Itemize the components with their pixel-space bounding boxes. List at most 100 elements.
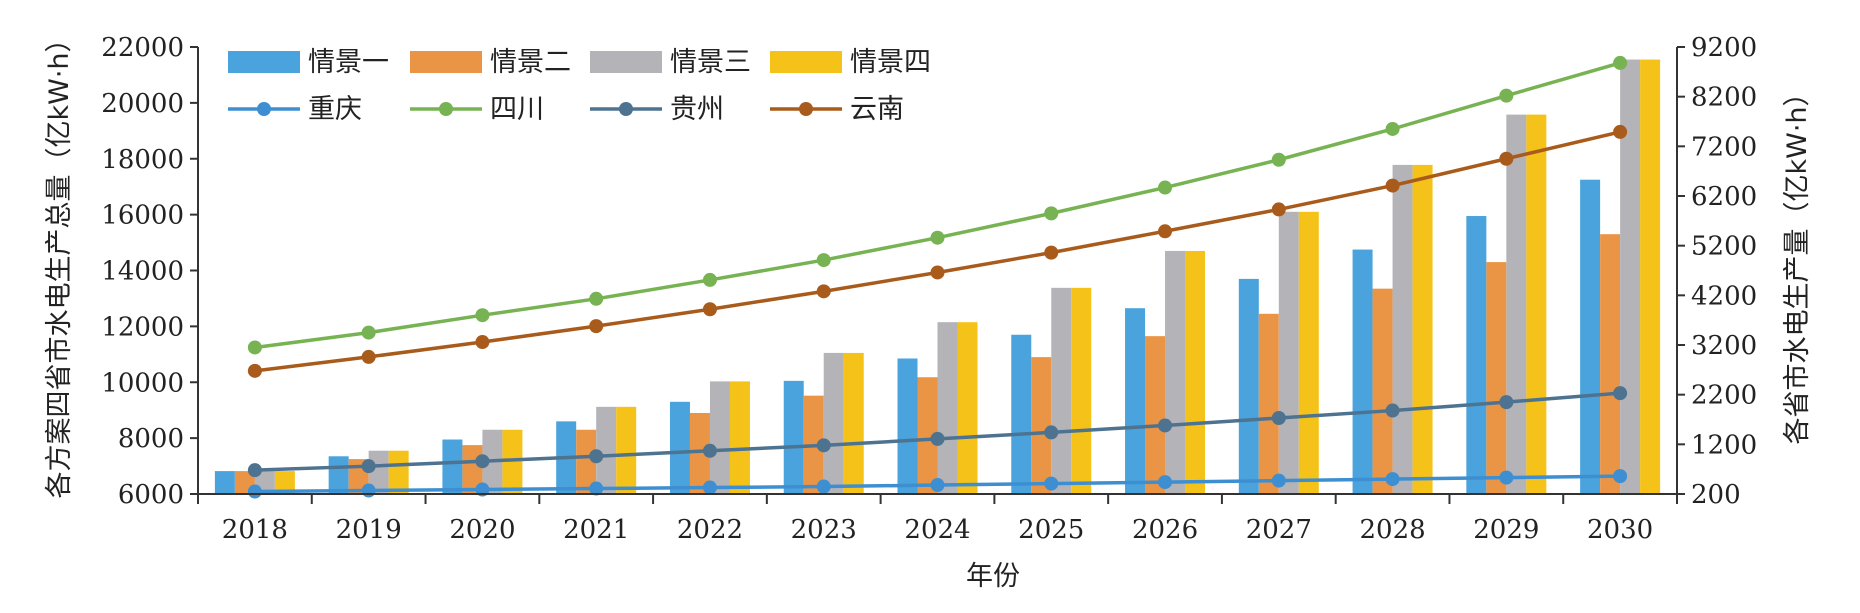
point-贵州-2030 [1613, 386, 1628, 401]
left-y-tick-label-20000: 20000 [101, 89, 184, 119]
bar-情景一-2023 [783, 380, 804, 494]
point-贵州-2022 [702, 443, 717, 458]
x-tick-label-2020: 2020 [449, 515, 515, 545]
bar-情景一-2027 [1238, 278, 1259, 494]
bar-情景四-2027 [1298, 211, 1319, 495]
right-y-axis-title: 各省市水电生产量（亿kW·h） [1782, 79, 1813, 444]
point-四川-2023 [816, 253, 831, 268]
point-贵州-2021 [589, 449, 604, 464]
legend-marker-重庆 [257, 102, 271, 116]
point-云南-2028 [1385, 178, 1400, 193]
bar-情景四-2021 [616, 406, 637, 494]
bar-情景四-2029 [1526, 114, 1547, 494]
bar-情景四-2025 [1071, 287, 1092, 494]
bar-情景二-2021 [576, 429, 597, 494]
point-贵州-2028 [1385, 403, 1400, 418]
point-重庆-2029 [1499, 470, 1514, 485]
legend-label-情景三: 情景三 [670, 47, 751, 78]
legend-label-云南: 云南 [850, 94, 904, 125]
bar-情景三-2028 [1392, 164, 1413, 495]
point-云南-2021 [589, 319, 604, 334]
bar-情景一-2026 [1125, 308, 1146, 494]
bar-情景一-2020 [442, 439, 463, 494]
point-四川-2025 [1044, 206, 1059, 221]
right-y-tick-label-3200: 3200 [1691, 331, 1757, 361]
point-四川-2020 [475, 308, 490, 323]
point-重庆-2018 [247, 484, 262, 499]
bar-情景二-2024 [917, 377, 938, 494]
legend-label-四川: 四川 [490, 94, 544, 125]
left-y-tick-label-10000: 10000 [101, 368, 184, 398]
bar-情景一-2030 [1580, 179, 1601, 494]
legend-label-重庆: 重庆 [308, 94, 362, 125]
point-贵州-2019 [361, 459, 376, 474]
left-y-tick-label-18000: 18000 [101, 145, 184, 175]
legend-label-情景四: 情景四 [850, 47, 931, 78]
bar-情景四-2030 [1640, 59, 1661, 495]
lines-layer [247, 55, 1628, 499]
point-云南-2018 [247, 363, 262, 378]
point-贵州-2023 [816, 438, 831, 453]
x-tick-label-2025: 2025 [1018, 515, 1084, 545]
right-y-tick-label-200: 200 [1691, 480, 1741, 510]
point-云南-2029 [1499, 151, 1514, 166]
right-y-tick-label-1200: 1200 [1691, 430, 1757, 460]
point-四川-2027 [1271, 152, 1286, 167]
right-y-tick-label-8200: 8200 [1691, 83, 1757, 113]
point-重庆-2023 [816, 479, 831, 494]
point-重庆-2024 [930, 478, 945, 493]
bar-情景四-2022 [729, 381, 750, 494]
bar-情景二-2027 [1258, 313, 1279, 494]
legend-marker-四川 [439, 102, 453, 116]
point-重庆-2019 [361, 483, 376, 498]
left-y-tick-label-14000: 14000 [101, 257, 184, 287]
x-tick-label-2021: 2021 [563, 515, 629, 545]
x-tick-label-2018: 2018 [222, 515, 288, 545]
point-重庆-2030 [1613, 469, 1628, 484]
x-tick-label-2023: 2023 [791, 515, 857, 545]
bar-情景四-2026 [1185, 250, 1206, 494]
bar-情景四-2020 [502, 429, 523, 494]
bar-情景二-2028 [1372, 288, 1393, 494]
point-四川-2021 [589, 291, 604, 306]
legend-label-情景二: 情景二 [490, 47, 571, 78]
bar-情景二-2026 [1145, 336, 1166, 494]
bar-情景一-2019 [328, 456, 349, 494]
point-重庆-2027 [1271, 473, 1286, 488]
axes-layer: 2018 2019 2020 2021 2022 2023 2024 2025 2026 2027… [101, 33, 1757, 545]
x-tick-label-2030: 2030 [1587, 515, 1653, 545]
legend-swatch-情景四 [770, 51, 842, 73]
bar-情景四-2028 [1412, 164, 1433, 495]
left-y-tick-label-12000: 12000 [101, 312, 184, 342]
bar-情景一-2025 [1011, 334, 1032, 494]
point-云南-2026 [1158, 224, 1173, 239]
x-tick-label-2029: 2029 [1473, 515, 1539, 545]
legend-marker-贵州 [619, 102, 633, 116]
bar-情景四-2023 [843, 352, 864, 494]
bar-情景三-2022 [709, 381, 730, 494]
right-y-tick-label-4200: 4200 [1691, 281, 1757, 311]
point-云南-2024 [930, 265, 945, 280]
point-贵州-2020 [475, 454, 490, 469]
bar-情景三-2025 [1051, 287, 1072, 494]
point-云南-2023 [816, 284, 831, 299]
bar-情景三-2023 [823, 352, 844, 494]
point-贵州-2027 [1271, 411, 1286, 426]
legend-marker-云南 [799, 102, 813, 116]
x-axis-title: 年份 [966, 561, 1020, 592]
bar-情景四-2024 [957, 322, 978, 494]
point-重庆-2022 [702, 480, 717, 495]
point-云南-2025 [1044, 245, 1059, 260]
bar-情景四-2018 [274, 471, 295, 494]
left-y-axis-title: 各方案四省市水电生产总量（亿kW·h） [44, 25, 75, 498]
right-y-tick-label-7200: 7200 [1691, 132, 1757, 162]
right-y-tick-label-2200: 2200 [1691, 381, 1757, 411]
point-云南-2030 [1613, 124, 1628, 139]
x-tick-label-2028: 2028 [1359, 515, 1425, 545]
x-tick-label-2027: 2027 [1246, 515, 1312, 545]
x-tick-label-2024: 2024 [904, 515, 970, 545]
bar-情景二-2030 [1600, 234, 1621, 494]
